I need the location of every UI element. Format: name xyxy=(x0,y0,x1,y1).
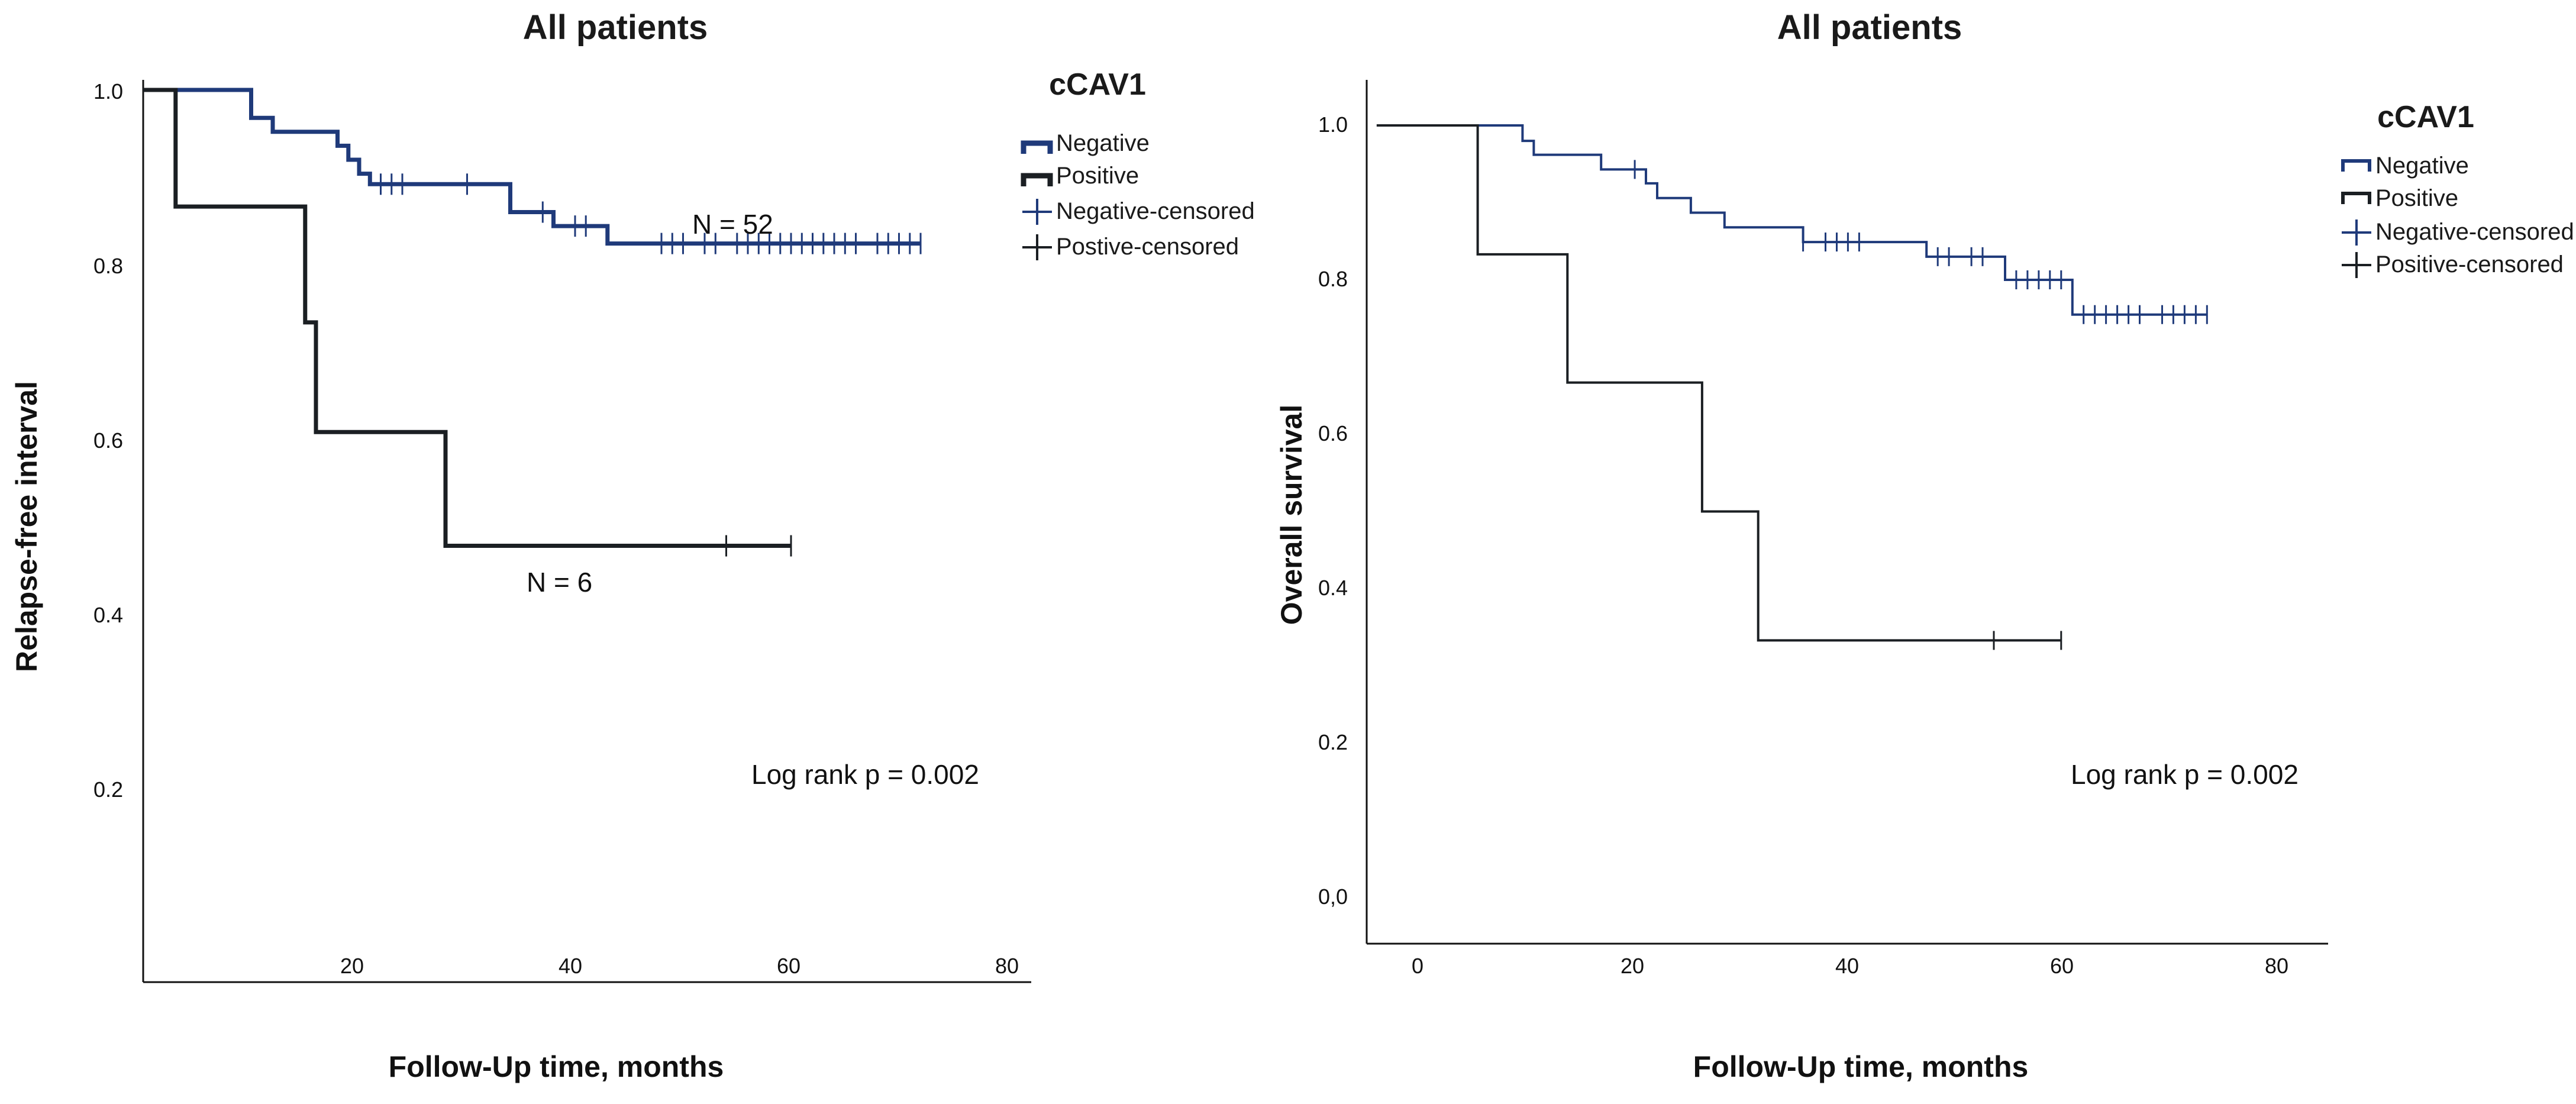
x-tick-label: 40 xyxy=(559,954,582,978)
legend-item-negative-censored: Negative-censored xyxy=(1022,198,1255,225)
x-tick-label: 40 xyxy=(1835,954,1859,978)
legend-censor-plus-icon xyxy=(1022,199,1052,225)
annotation-log-rank: Log rank p = 0.002 xyxy=(751,759,979,790)
legend-swatch-step-icon xyxy=(2341,192,2371,204)
annotation-n-negative: N = 52 xyxy=(692,209,773,240)
legend-label: Negative xyxy=(1056,130,1150,156)
chart-relapse-free: All patients Relapse-free interval Follo… xyxy=(10,8,1255,1083)
legend-censor-plus-icon xyxy=(2342,219,2371,246)
km-curve-positive xyxy=(143,88,791,548)
y-ticks: 0,0 0.2 0.4 0.6 0.8 1.0 xyxy=(1318,112,1348,909)
legend-title: cCAV1 xyxy=(1049,67,1146,102)
x-axis-label: Follow-Up time, months xyxy=(389,1050,724,1083)
y-axis-label: Overall survival xyxy=(1275,405,1308,625)
legend-censor-plus-icon xyxy=(2342,252,2371,278)
x-ticks: 0 20 40 60 80 xyxy=(1412,954,2288,978)
x-tick-label: 0 xyxy=(1412,954,1423,978)
plot-area-overall-survival xyxy=(1376,124,2208,650)
legend-item-positive-censored: Postive-censored xyxy=(1022,234,1239,260)
annotation-n-positive: N = 6 xyxy=(527,567,592,598)
plot-area-relapse-free xyxy=(143,88,922,557)
y-tick-label: 0,0 xyxy=(1318,885,1348,909)
x-axis-label: Follow-Up time, months xyxy=(1693,1050,2029,1083)
legend-label: Postive-censored xyxy=(1056,234,1239,260)
legend-label: Positive xyxy=(1056,163,1139,189)
y-tick-label: 0.4 xyxy=(93,603,123,627)
legend-label: Negative-censored xyxy=(1056,198,1255,224)
x-tick-label: 60 xyxy=(2050,954,2074,978)
x-tick-label: 80 xyxy=(995,954,1019,978)
legend-item-negative: Negative xyxy=(2341,153,2469,179)
legend: cCAV1 Negative Positive Negative-censore… xyxy=(1021,67,1255,260)
km-curve-positive xyxy=(1376,124,2061,642)
y-tick-label: 1.0 xyxy=(1318,112,1348,137)
legend-item-positive: Positive xyxy=(1021,163,1139,189)
legend-item-negative-censored: Negative-censored xyxy=(2342,219,2574,246)
x-tick-label: 20 xyxy=(340,954,364,978)
legend-swatch-step-icon xyxy=(1021,140,1053,154)
x-tick-label: 60 xyxy=(777,954,800,978)
legend-item-positive-censored: Positive-censored xyxy=(2342,251,2564,278)
km-curve-negative xyxy=(1376,124,2207,316)
y-axis-label: Relapse-free interval xyxy=(10,381,43,672)
chart-title: All patients xyxy=(523,8,708,47)
legend-item-positive: Positive xyxy=(2341,185,2458,211)
legend-censor-plus-icon xyxy=(1022,234,1052,260)
x-ticks: 20 40 60 80 xyxy=(340,954,1019,978)
legend-label: Negative xyxy=(2375,153,2469,179)
y-tick-label: 0.8 xyxy=(93,254,123,278)
y-ticks: 0.2 0.4 0.6 0.8 1.0 xyxy=(93,79,123,802)
legend-label: Positive xyxy=(2375,185,2458,211)
annotation-log-rank: Log rank p = 0.002 xyxy=(2071,759,2299,790)
x-tick-label: 20 xyxy=(1621,954,1644,978)
y-tick-label: 0.6 xyxy=(93,428,123,453)
legend-title: cCAV1 xyxy=(2377,100,2474,134)
legend-swatch-step-icon xyxy=(1021,173,1053,186)
chart-overall-survival: All patients Overall survival Follow-Up … xyxy=(1275,8,2574,1083)
legend: cCAV1 Negative Positive Negative-censore… xyxy=(2341,100,2574,278)
y-tick-label: 1.0 xyxy=(93,79,123,104)
legend-swatch-step-icon xyxy=(2341,159,2371,172)
legend-item-negative: Negative xyxy=(1021,130,1150,156)
legend-label: Negative-censored xyxy=(2375,219,2574,245)
y-tick-label: 0.2 xyxy=(93,777,123,802)
y-tick-label: 0.2 xyxy=(1318,730,1348,754)
km-curve-negative xyxy=(143,88,921,246)
chart-title: All patients xyxy=(1777,8,1962,47)
y-tick-label: 0.8 xyxy=(1318,267,1348,291)
y-tick-label: 0.4 xyxy=(1318,576,1348,600)
x-tick-label: 80 xyxy=(2265,954,2288,978)
y-tick-label: 0.6 xyxy=(1318,421,1348,446)
legend-label: Positive-censored xyxy=(2375,251,2564,277)
